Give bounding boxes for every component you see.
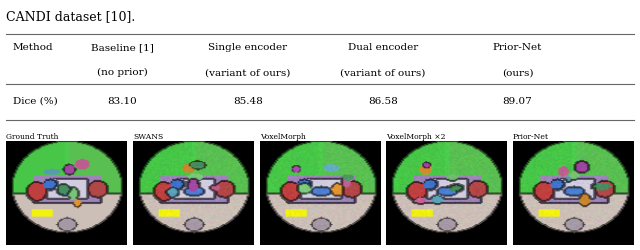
Text: 89.07: 89.07 <box>502 96 532 106</box>
Text: (variant of ours): (variant of ours) <box>340 68 426 77</box>
Text: (ours): (ours) <box>502 68 533 77</box>
Text: SWANS: SWANS <box>133 132 163 140</box>
Text: Baseline [1]: Baseline [1] <box>91 43 154 52</box>
Text: VoxelMorph: VoxelMorph <box>260 132 305 140</box>
Text: (no prior): (no prior) <box>97 68 148 77</box>
Text: Method: Method <box>13 43 53 52</box>
Text: CANDI dataset [10].: CANDI dataset [10]. <box>6 10 136 23</box>
Text: Dual encoder: Dual encoder <box>348 43 418 52</box>
Text: 83.10: 83.10 <box>108 96 138 106</box>
Text: 85.48: 85.48 <box>233 96 263 106</box>
Text: 86.58: 86.58 <box>368 96 397 106</box>
Text: Dice (%): Dice (%) <box>13 96 58 106</box>
Text: VoxelMorph ×2: VoxelMorph ×2 <box>387 132 446 140</box>
Text: Prior-Net: Prior-Net <box>493 43 542 52</box>
Text: (variant of ours): (variant of ours) <box>205 68 291 77</box>
Text: Ground Truth: Ground Truth <box>6 132 59 140</box>
Text: Prior-Net: Prior-Net <box>513 132 549 140</box>
Text: Single encoder: Single encoder <box>208 43 287 52</box>
